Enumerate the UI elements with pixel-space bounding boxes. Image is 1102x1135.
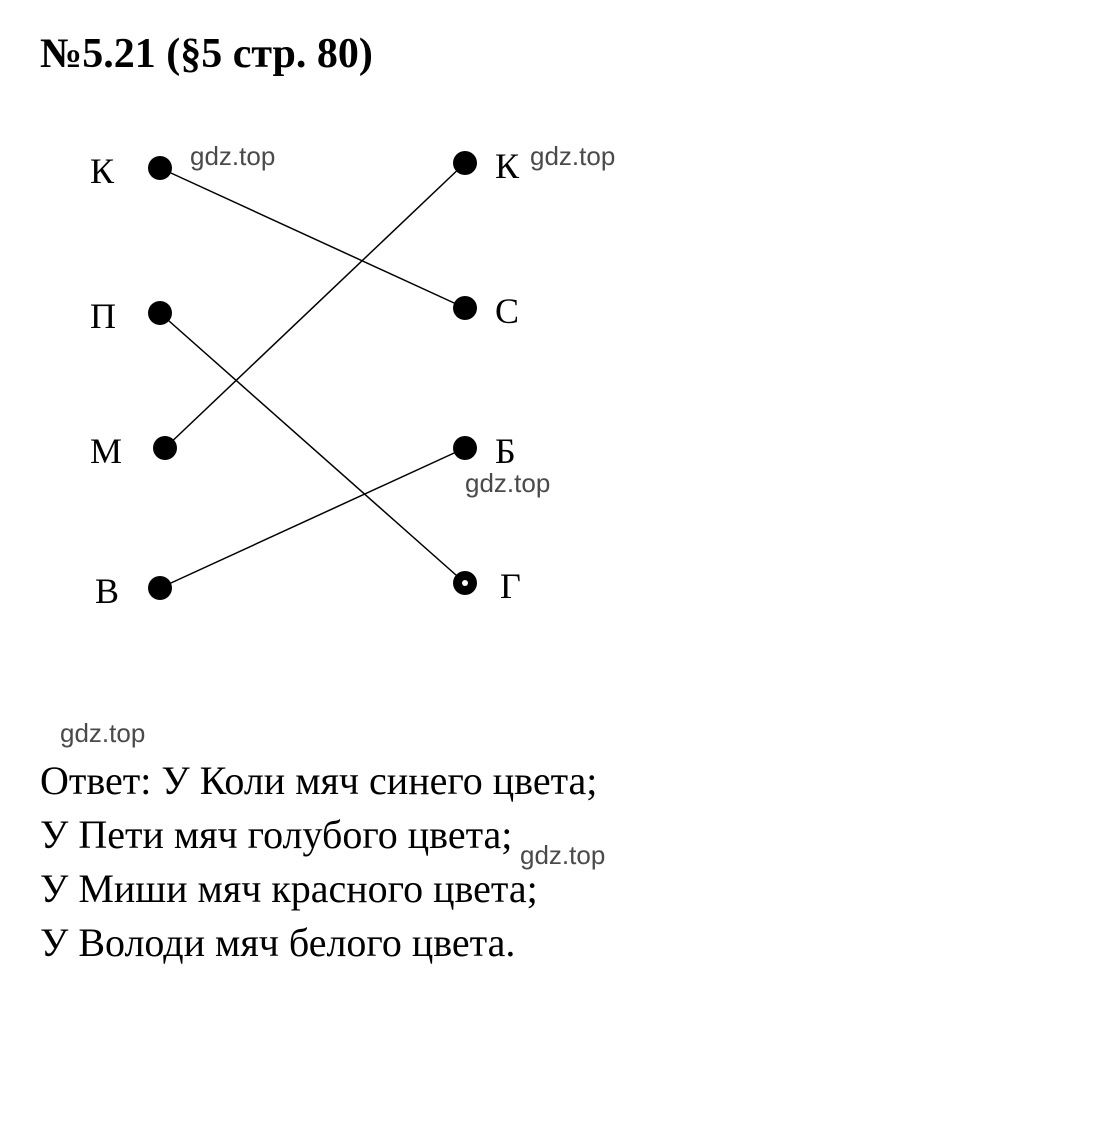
node-label: П	[90, 295, 116, 337]
diagram-edge	[160, 313, 465, 583]
answer-watermark: gdz.top	[60, 718, 1062, 749]
matching-diagram: КПМВКСБГgdz.topgdz.topgdz.top	[70, 148, 770, 648]
diagram-node	[148, 156, 172, 180]
answer-line: У Пети мяч голубого цвета;gdz.top	[40, 808, 1062, 862]
answer-lines: Ответ: У Коли мяч синего цвета;У Пети мя…	[40, 754, 1062, 970]
diagram-svg	[70, 148, 770, 648]
node-label: Г	[500, 565, 521, 607]
diagram-node	[453, 436, 477, 460]
diagram-node	[453, 296, 477, 320]
diagram-node	[148, 301, 172, 325]
watermark: gdz.top	[530, 141, 615, 172]
watermark: gdz.top	[190, 141, 275, 172]
answer-line: У Володи мяч белого цвета.	[40, 916, 1062, 970]
diagram-edge	[165, 163, 465, 448]
diagram-edge	[160, 448, 465, 588]
answer-section: gdz.top Ответ: У Коли мяч синего цвета;У…	[40, 718, 1062, 970]
watermark: gdz.top	[465, 468, 550, 499]
node-label: Б	[495, 430, 516, 472]
answer-line: Ответ: У Коли мяч синего цвета;	[40, 754, 1062, 808]
diagram-node	[148, 576, 172, 600]
node-label: С	[495, 290, 519, 332]
diagram-node	[453, 151, 477, 175]
answer-line: У Миши мяч красного цвета;	[40, 862, 1062, 916]
diagram-node-inner	[462, 580, 468, 586]
diagram-node	[153, 436, 177, 460]
node-label: К	[90, 150, 114, 192]
problem-heading: №5.21 (§5 стр. 80)	[40, 30, 1062, 78]
node-label: М	[90, 430, 122, 472]
node-label: К	[495, 145, 519, 187]
diagram-edge	[160, 168, 465, 308]
node-label: В	[95, 570, 119, 612]
